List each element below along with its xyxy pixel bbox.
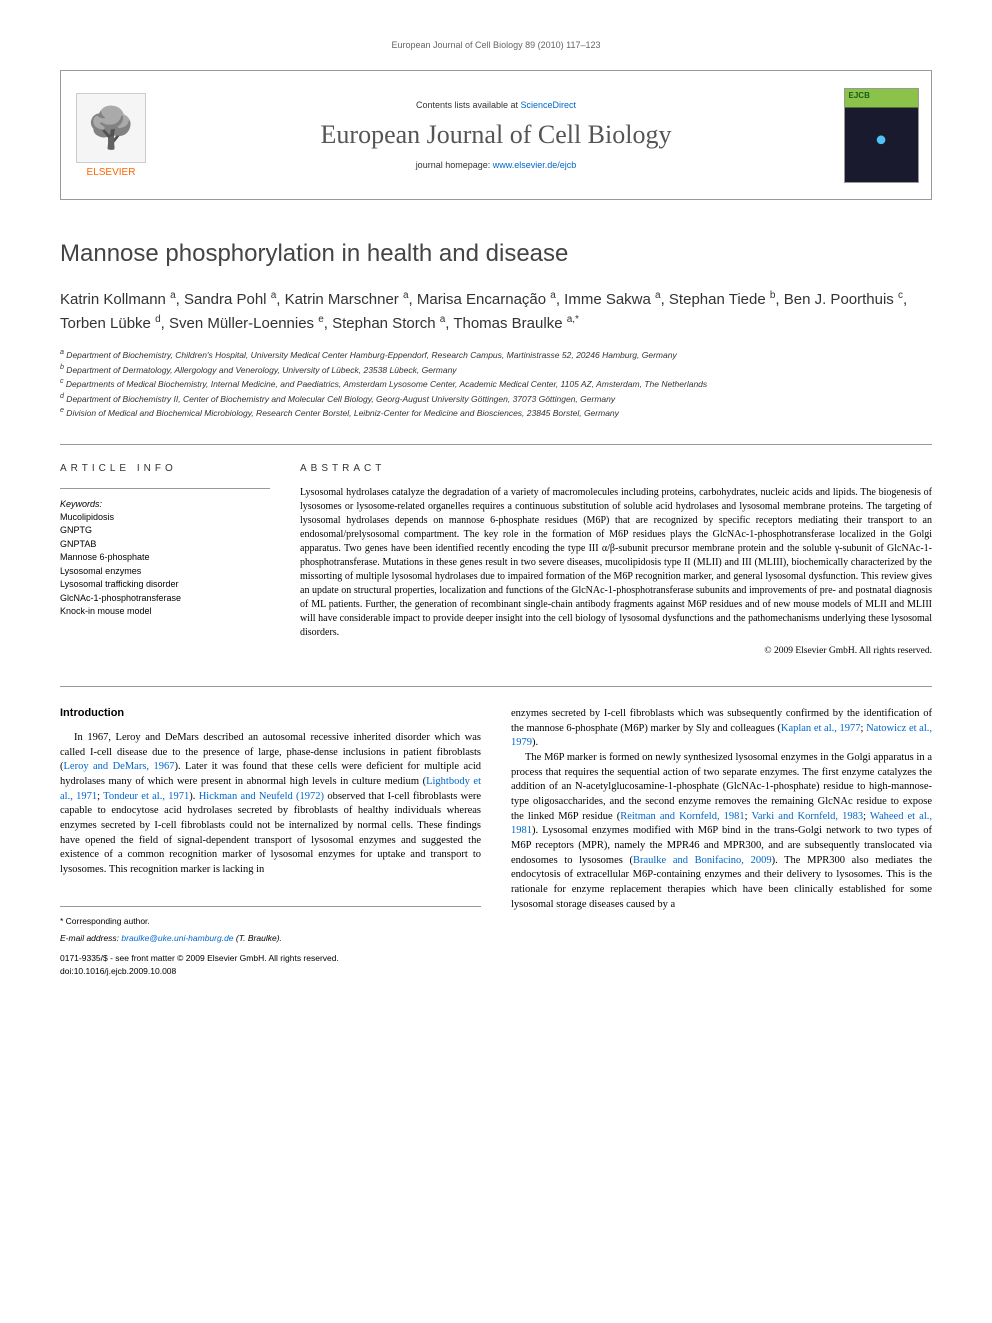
homepage-link[interactable]: www.elsevier.de/ejcb (493, 160, 577, 170)
contents-line: Contents lists available at ScienceDirec… (416, 100, 576, 110)
intro-paragraph-1-cont: enzymes secreted by I-cell fibroblasts w… (511, 707, 932, 913)
affiliations-list: a Department of Biochemistry, Children's… (60, 347, 932, 420)
abstract-copyright: © 2009 Elsevier GmbH. All rights reserve… (300, 646, 932, 656)
doi-line: doi:10.1016/j.ejcb.2009.10.008 (60, 965, 481, 978)
journal-homepage: journal homepage: www.elsevier.de/ejcb (416, 160, 577, 170)
elsevier-tree-icon (76, 93, 146, 163)
publisher-name: ELSEVIER (87, 167, 136, 178)
ref-link[interactable]: Kaplan et al., 1977 (781, 723, 861, 734)
journal-name: European Journal of Cell Biology (321, 120, 672, 150)
body-column-right: enzymes secreted by I-cell fibroblasts w… (511, 707, 932, 978)
article-title: Mannose phosphorylation in health and di… (60, 240, 932, 268)
journal-cover: EJCB (831, 71, 931, 199)
abstract-heading: ABSTRACT (300, 463, 932, 474)
running-header: European Journal of Cell Biology 89 (201… (60, 40, 932, 50)
email-link[interactable]: braulke@uke.uni-hamburg.de (121, 933, 233, 943)
body-column-left: Introduction In 1967, Leroy and DeMars d… (60, 707, 481, 978)
authors-list: Katrin Kollmann a, Sandra Pohl a, Katrin… (60, 288, 932, 335)
ref-link[interactable]: Leroy and DeMars, 1967 (64, 761, 175, 772)
publisher-logo: ELSEVIER (61, 71, 161, 199)
article-info-heading: ARTICLE INFO (60, 463, 270, 474)
ref-link[interactable]: Tondeur et al., 1971 (103, 791, 189, 802)
corresponding-author: * Corresponding author. (60, 915, 481, 928)
ref-link[interactable]: Hickman and Neufeld (1972) (199, 791, 324, 802)
ref-link[interactable]: Braulke and Bonifacino, 2009 (633, 855, 772, 866)
keywords-label: Keywords: (60, 499, 270, 509)
abstract-block: ABSTRACT Lysosomal hydrolases catalyze t… (300, 463, 932, 656)
footer-block: * Corresponding author. E-mail address: … (60, 906, 481, 978)
article-info-block: ARTICLE INFO Keywords: MucolipidosisGNPT… (60, 463, 270, 656)
introduction-heading: Introduction (60, 707, 481, 719)
cover-image: EJCB (844, 88, 919, 183)
ref-link[interactable]: Varki and Kornfeld, 1983 (751, 811, 863, 822)
intro-paragraph-1: In 1967, Leroy and DeMars described an a… (60, 731, 481, 878)
copyright-line: 0171-9335/$ - see front matter © 2009 El… (60, 952, 481, 965)
homepage-prefix: journal homepage: (416, 160, 493, 170)
abstract-text: Lysosomal hydrolases catalyze the degrad… (300, 486, 932, 640)
keywords-list: MucolipidosisGNPTGGNPTABMannose 6-phosph… (60, 511, 270, 619)
sciencedirect-link[interactable]: ScienceDirect (521, 100, 577, 110)
journal-masthead: ELSEVIER Contents lists available at Sci… (60, 70, 932, 200)
email-line: E-mail address: braulke@uke.uni-hamburg.… (60, 932, 481, 945)
contents-prefix: Contents lists available at (416, 100, 521, 110)
ref-link[interactable]: Reitman and Kornfeld, 1981 (620, 811, 744, 822)
cover-label: EJCB (849, 91, 870, 100)
